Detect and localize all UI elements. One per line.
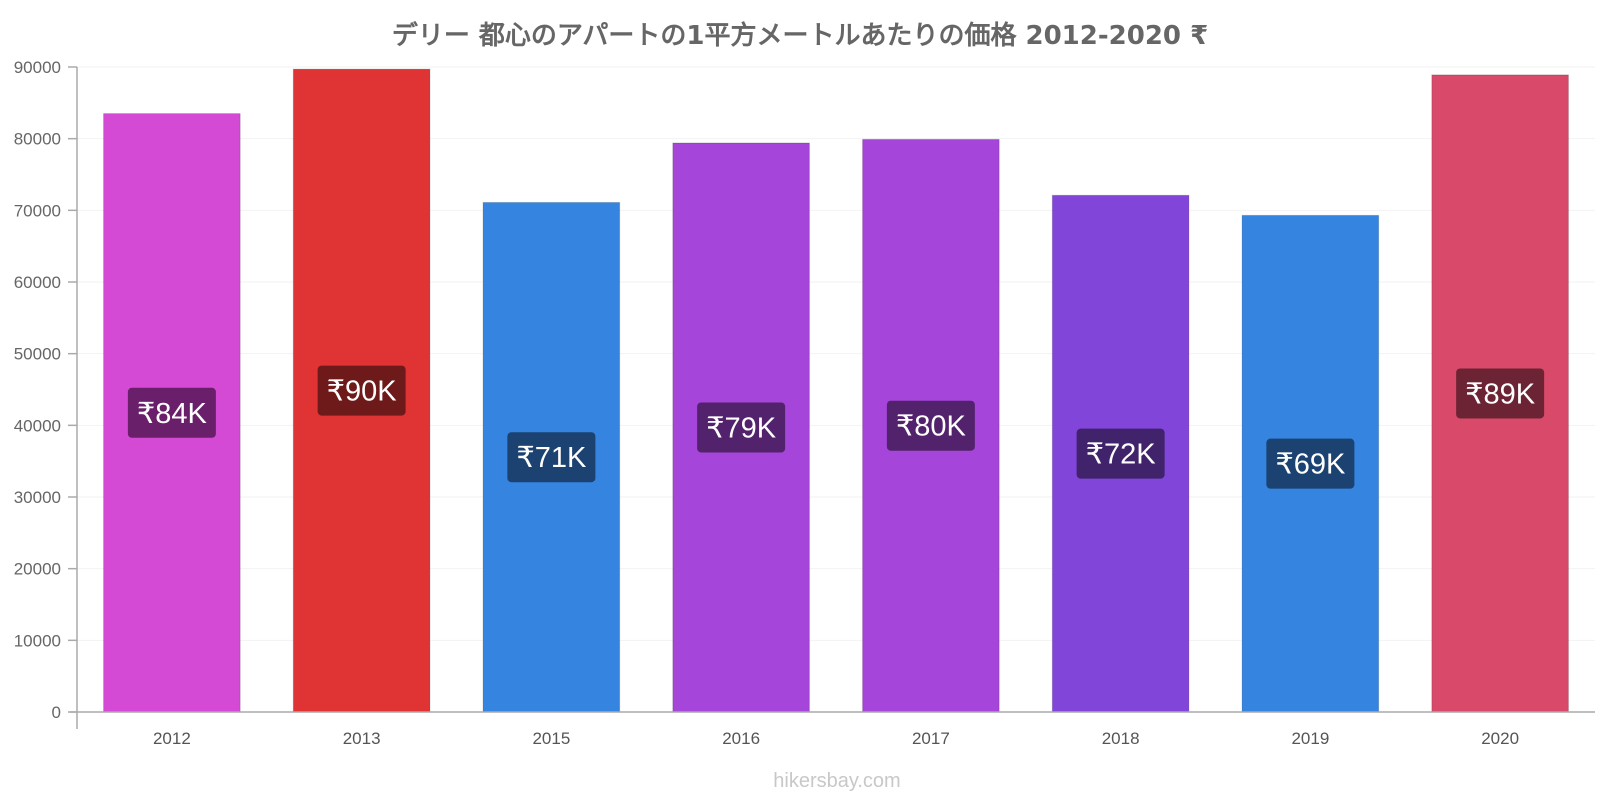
y-tick-label: 50000 — [14, 345, 61, 364]
data-label-text: ₹90K — [327, 376, 398, 408]
data-label-text: ₹84K — [137, 398, 208, 430]
y-tick-label: 30000 — [14, 488, 61, 507]
y-tick-label: 40000 — [14, 416, 61, 435]
y-axis-ticks: 0 10000 20000 30000 40000 50000 60000 70000 8000… — [14, 58, 77, 722]
y-tick-label: 20000 — [14, 560, 61, 579]
data-label-text: ₹80K — [896, 411, 967, 443]
data-label-text: ₹89K — [1465, 378, 1536, 410]
data-label-background — [507, 432, 596, 483]
data-labels: ₹84K ₹90K ₹71K ₹79K ₹80K ₹72K ₹69K ₹89K — [127, 365, 1545, 489]
data-label-2016: ₹79K — [697, 402, 786, 453]
x-tick-label: 2013 — [343, 729, 381, 748]
data-label-background — [127, 387, 216, 438]
data-label-text: ₹79K — [706, 412, 777, 444]
x-tick-label: 2020 — [1481, 729, 1519, 748]
y-tick-label: 90000 — [14, 58, 61, 77]
data-label-2015: ₹71K — [507, 432, 596, 483]
data-label-2013: ₹90K — [317, 365, 406, 416]
data-label-2018: ₹72K — [1076, 428, 1165, 479]
y-tick-label: 70000 — [14, 201, 61, 220]
data-label-background — [1076, 428, 1165, 479]
data-label-background — [1266, 438, 1355, 489]
y-tick-label: 0 — [52, 703, 61, 722]
data-label-2012: ₹84K — [127, 387, 216, 438]
data-label-background — [317, 365, 406, 416]
data-label-background — [697, 402, 786, 453]
y-tick-label: 60000 — [14, 273, 61, 292]
data-label-background — [886, 400, 975, 451]
x-tick-label: 2012 — [153, 729, 191, 748]
footer-source: hikersbay.com — [773, 770, 900, 792]
x-tick-label: 2016 — [722, 729, 760, 748]
data-label-2020: ₹89K — [1456, 368, 1545, 419]
data-label-2017: ₹80K — [886, 400, 975, 451]
data-label-2019: ₹69K — [1266, 438, 1355, 489]
y-tick-label: 10000 — [14, 631, 61, 650]
data-label-text: ₹72K — [1086, 439, 1157, 471]
data-label-text: ₹69K — [1275, 449, 1346, 481]
chart-title: デリー 都心のアパートの1平方メートルあたりの価格 2012-2020 ₹ — [392, 20, 1208, 51]
y-tick-label: 80000 — [14, 130, 61, 149]
data-label-background — [1456, 368, 1545, 419]
x-tick-label: 2015 — [532, 729, 570, 748]
x-axis-ticks: 2012 2013 2015 2016 2017 2018 2019 2020 — [153, 729, 1519, 748]
data-label-text: ₹71K — [516, 442, 587, 474]
x-tick-label: 2019 — [1291, 729, 1329, 748]
x-tick-label: 2017 — [912, 729, 950, 748]
x-tick-label: 2018 — [1102, 729, 1140, 748]
